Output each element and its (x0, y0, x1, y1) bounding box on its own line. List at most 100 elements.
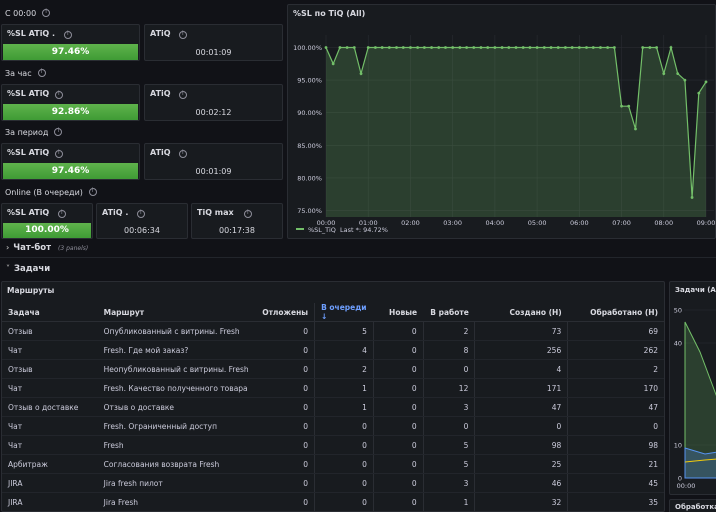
table-row[interactable]: Чат Fresh. Ограниченный доступ 0 0 0 0 0 0 (2, 416, 664, 436)
data-point[interactable] (493, 46, 497, 49)
data-point[interactable] (345, 46, 349, 49)
tasks-row-header[interactable]: ˅ Задачи (6, 264, 50, 274)
chart-title: %SL по TiQ (All) (293, 9, 366, 18)
data-point[interactable] (387, 46, 391, 49)
panel-title: %SL ATiQ (7, 148, 50, 157)
data-point[interactable] (486, 46, 490, 49)
data-point[interactable] (564, 46, 567, 49)
data-point[interactable] (507, 46, 511, 49)
data-point[interactable] (430, 46, 433, 49)
info-icon[interactable] (37, 68, 46, 77)
line-chart[interactable]: 100.00% 95.00% 90.00% 85.00% 80.00% 75.00% 00:… (288, 5, 716, 240)
info-icon[interactable] (42, 8, 51, 17)
table-row[interactable]: Арбитраж Согласования возврата Fresh 0 0 0 5 2… (2, 454, 664, 474)
col-header-in-queue[interactable]: В очереди ↓ (314, 303, 374, 322)
data-point[interactable] (542, 46, 546, 49)
data-point[interactable] (465, 46, 468, 49)
info-icon[interactable] (179, 149, 187, 158)
col-header-processed[interactable]: Обработано (Н) (567, 303, 664, 322)
y-tick-label: 95.00% (297, 77, 322, 85)
data-point[interactable] (409, 46, 412, 49)
data-point[interactable] (472, 46, 476, 49)
data-point[interactable] (437, 46, 441, 49)
info-icon[interactable] (55, 149, 63, 158)
data-point[interactable] (620, 104, 623, 108)
data-point[interactable] (479, 46, 483, 49)
table-row[interactable]: Отзыв Опубликованный с витрины. Fresh 0 5 0 2… (2, 321, 664, 341)
data-point[interactable] (444, 46, 447, 49)
processing-panel-title: Обработка (675, 503, 716, 511)
table-row[interactable]: JIRA Jira Fresh 0 0 0 1 32 35 (2, 492, 664, 511)
data-point[interactable] (549, 46, 553, 49)
data-point[interactable] (704, 80, 708, 84)
info-icon[interactable] (58, 209, 66, 218)
data-point[interactable] (606, 46, 610, 49)
info-icon[interactable] (64, 30, 72, 39)
table-row[interactable]: Отзыв о доставке Отзыв о доставке 0 1 0 3 47 47 (2, 397, 664, 417)
data-point[interactable] (331, 62, 335, 66)
data-point[interactable] (401, 46, 405, 49)
data-point[interactable] (514, 46, 518, 49)
table-row[interactable]: JIRA Jira fresh пилот 0 0 0 3 46 45 (2, 473, 664, 493)
data-point[interactable] (591, 46, 595, 49)
cell-in-queue: 2 (314, 359, 374, 379)
data-point[interactable] (697, 91, 701, 95)
data-point[interactable] (655, 46, 658, 49)
col-header-task[interactable]: Задача (2, 303, 98, 322)
chatbot-row-header[interactable]: › Чат-бот (3 panels) (6, 243, 88, 253)
data-point[interactable] (416, 46, 420, 49)
info-icon[interactable] (88, 187, 97, 196)
data-point[interactable] (458, 46, 462, 49)
data-point[interactable] (641, 46, 645, 49)
data-point[interactable] (521, 46, 525, 49)
data-point[interactable] (627, 104, 631, 108)
data-point[interactable] (634, 127, 637, 131)
cell-in-queue: 4 (314, 340, 374, 360)
data-point[interactable] (577, 46, 581, 49)
table-row[interactable]: Чат Fresh. Качество полученного товара 0 1 0… (2, 378, 664, 398)
info-icon[interactable] (54, 127, 63, 136)
data-point[interactable] (528, 46, 532, 49)
info-icon[interactable] (179, 90, 187, 99)
cell-route: Fresh. Где мой заказ? (97, 340, 255, 360)
data-point[interactable] (683, 78, 687, 82)
data-point[interactable] (374, 46, 377, 49)
cell-task: Арбитраж (2, 454, 98, 474)
data-point[interactable] (500, 46, 504, 49)
table-row[interactable]: Чат Fresh 0 0 0 5 98 98 (2, 435, 664, 455)
data-point[interactable] (338, 46, 342, 49)
data-point[interactable] (556, 46, 560, 49)
data-point[interactable] (324, 46, 328, 49)
data-point[interactable] (690, 196, 694, 199)
info-icon[interactable] (179, 30, 187, 39)
col-header-created[interactable]: Создано (Н) (474, 303, 568, 322)
info-icon[interactable] (137, 209, 145, 218)
col-header-new[interactable]: Новые (373, 303, 424, 322)
data-point[interactable] (648, 46, 652, 49)
data-point[interactable] (366, 46, 370, 49)
data-point[interactable] (585, 46, 588, 49)
col-header-route[interactable]: Маршрут (97, 303, 255, 322)
chart-legend[interactable]: %SL_TiQ Last *: 94.72% (296, 226, 388, 234)
data-point[interactable] (395, 46, 398, 49)
data-point[interactable] (676, 72, 680, 75)
data-point[interactable] (352, 46, 356, 49)
data-point[interactable] (612, 46, 616, 49)
data-point[interactable] (451, 46, 455, 49)
info-icon[interactable] (55, 90, 63, 99)
data-point[interactable] (535, 46, 539, 49)
data-point[interactable] (422, 46, 426, 49)
data-point[interactable] (570, 46, 574, 49)
col-header-in-work[interactable]: В работе (423, 303, 475, 322)
col-header-deferred[interactable]: Отложены (254, 303, 315, 322)
x-tick-label: 09:00 (697, 219, 716, 227)
info-icon[interactable] (244, 209, 252, 218)
data-point[interactable] (599, 46, 602, 49)
table-row[interactable]: Чат Fresh. Где мой заказ? 0 4 0 8 256 262 (2, 340, 664, 360)
data-point[interactable] (359, 72, 363, 75)
table-row[interactable]: Отзыв Неопубликованный с витрины. Fresh 0 2… (2, 359, 664, 379)
side-area-chart[interactable]: 50 40 10 000:00 (670, 282, 716, 495)
data-point[interactable] (662, 72, 666, 75)
data-point[interactable] (669, 46, 673, 49)
data-point[interactable] (380, 46, 384, 49)
